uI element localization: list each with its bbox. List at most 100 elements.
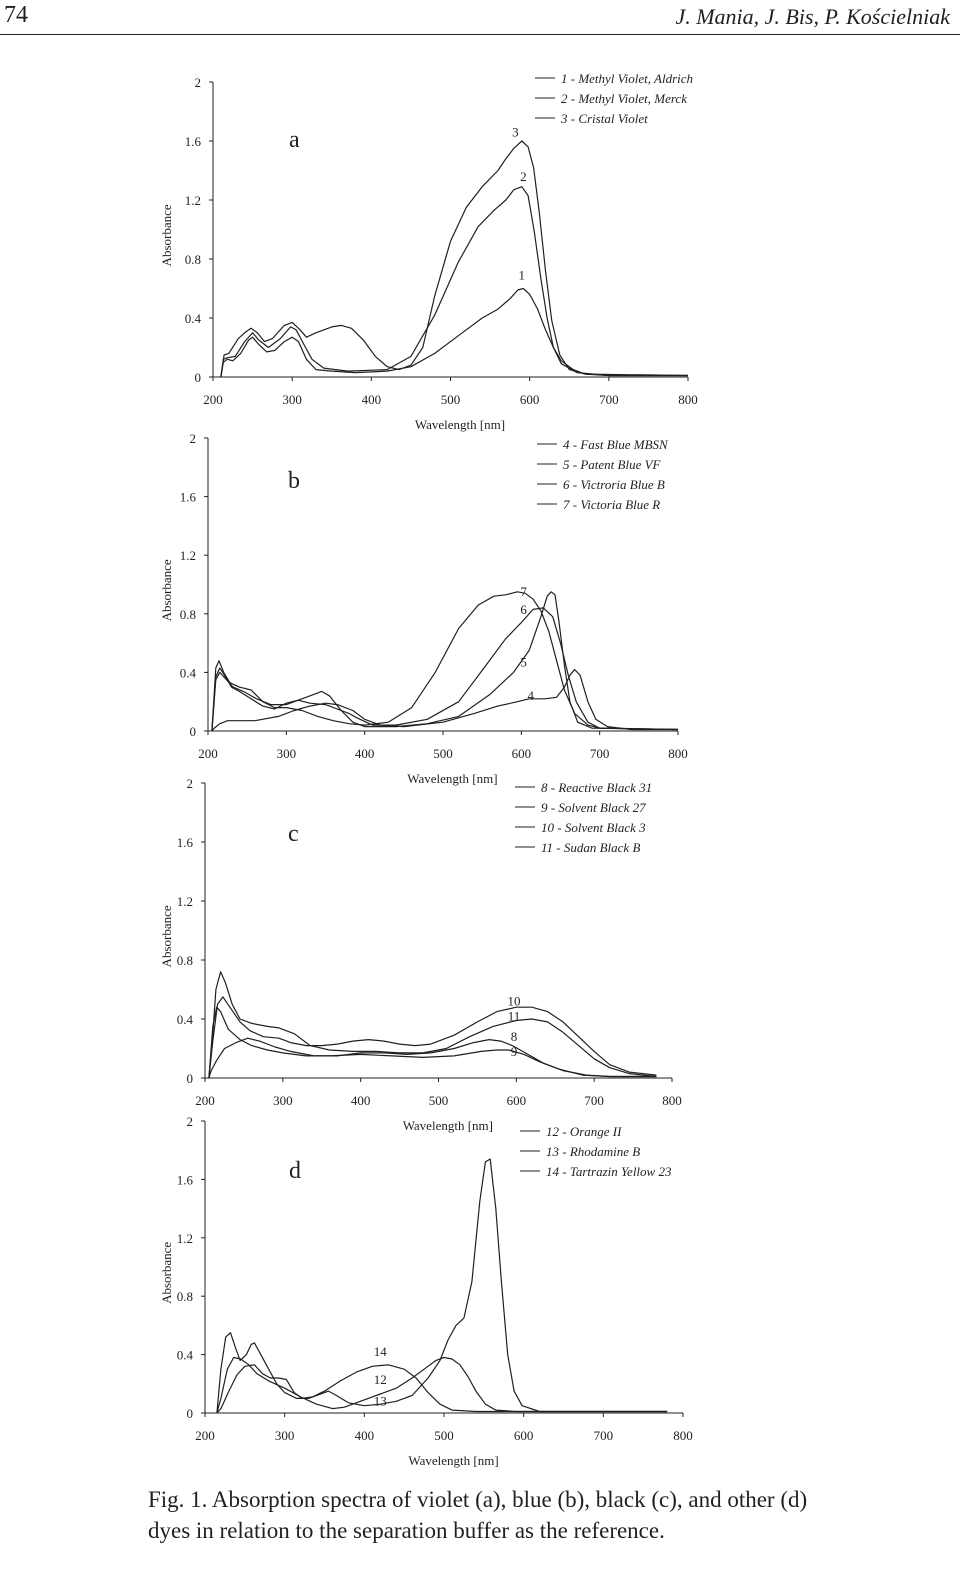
legend-entry: 13 - Rhodamine B <box>546 1144 640 1159</box>
y-axis-label: Absorbance <box>159 204 174 266</box>
series-line-6 <box>211 607 679 732</box>
series-label-4: 4 <box>527 688 534 703</box>
series-line-1 <box>220 287 688 378</box>
panel-letter: b <box>288 468 300 494</box>
y-tick-label: 0.4 <box>185 311 202 326</box>
series-label-11: 11 <box>508 1008 521 1023</box>
x-tick-label: 600 <box>512 746 532 761</box>
panel-letter: d <box>289 1158 301 1184</box>
x-tick-label: 700 <box>584 1093 604 1108</box>
x-tick-label: 600 <box>514 1428 534 1443</box>
series-label-5: 5 <box>520 655 527 670</box>
series-label-7: 7 <box>520 584 527 599</box>
x-tick-label: 800 <box>668 746 688 761</box>
y-tick-label: 0.8 <box>180 607 196 622</box>
legend-entry: 11 - Sudan Black B <box>541 840 640 855</box>
y-tick-label: 2 <box>190 431 197 446</box>
x-tick-label: 600 <box>520 392 540 407</box>
y-tick-label: 1.6 <box>180 490 197 505</box>
x-tick-label: 400 <box>351 1093 371 1108</box>
x-tick-label: 600 <box>507 1093 527 1108</box>
y-tick-label: 1.6 <box>177 1172 194 1187</box>
series-label-2: 2 <box>520 169 527 184</box>
y-axis-label: Absorbance <box>159 559 174 621</box>
panel-letter: c <box>288 821 299 847</box>
legend-entry: 3 - Cristal Violet <box>560 111 648 126</box>
legend-entry: 12 - Orange II <box>546 1124 622 1139</box>
series-label-6: 6 <box>520 602 527 617</box>
chart-panel-a: 0 0.4 0.8 1.2 1.6 2 200 300 400 500 600 700 800 Wavel… <box>159 71 698 432</box>
chart-panel-b: 0 0.4 0.8 1.2 1.6 2 200 300 400 500 600 700 800 Wavel… <box>159 431 688 786</box>
x-tick-label: 200 <box>195 1428 215 1443</box>
x-tick-label: 300 <box>282 392 302 407</box>
y-tick-label: 1.6 <box>185 134 202 149</box>
x-tick-label: 500 <box>429 1093 449 1108</box>
series-line-3 <box>220 140 689 378</box>
x-tick-label: 700 <box>590 746 610 761</box>
y-tick-label: 1.2 <box>180 548 196 563</box>
chart-panel-d: 0 0.4 0.8 1.2 1.6 2 200 300 400 500 600 700 800 Wavel… <box>159 1114 693 1468</box>
x-tick-label: 300 <box>277 746 297 761</box>
y-tick-label: 0.8 <box>185 252 201 267</box>
y-tick-label: 0 <box>187 1071 194 1086</box>
running-header-authors: J. Mania, J. Bis, P. Kościelniak <box>675 4 950 29</box>
x-tick-label: 800 <box>673 1428 693 1443</box>
y-tick-label: 2 <box>187 1114 194 1129</box>
series-line-7 <box>211 591 679 732</box>
legend-entry: 8 - Reactive Black 31 <box>541 780 652 795</box>
x-tick-label: 200 <box>198 746 218 761</box>
y-tick-label: 1.2 <box>177 894 193 909</box>
y-axis-label: Absorbance <box>159 1242 174 1304</box>
y-tick-label: 1.2 <box>185 193 201 208</box>
x-tick-label: 200 <box>195 1093 215 1108</box>
y-tick-label: 2 <box>195 75 202 90</box>
x-tick-label: 800 <box>662 1093 682 1108</box>
series-label-13: 13 <box>374 1394 387 1409</box>
x-tick-label: 400 <box>355 746 375 761</box>
x-axis-label: Wavelength [nm] <box>408 1453 498 1468</box>
x-tick-label: 700 <box>599 392 619 407</box>
legend-entry: 14 - Tartrazin Yellow 23 <box>546 1164 672 1179</box>
x-tick-label: 500 <box>433 746 453 761</box>
series-label-10: 10 <box>507 994 520 1009</box>
y-tick-label: 0.8 <box>177 953 193 968</box>
x-axis-label: Wavelength [nm] <box>403 1118 493 1133</box>
legend-entry: 2 - Methyl Violet, Merck <box>561 91 687 106</box>
series-line-14 <box>216 1364 668 1414</box>
series-label-14: 14 <box>374 1344 388 1359</box>
x-tick-label: 300 <box>273 1093 293 1108</box>
y-tick-label: 2 <box>187 776 194 791</box>
page-number: 74 <box>4 2 28 28</box>
series-line-8 <box>208 1037 657 1079</box>
x-tick-label: 500 <box>434 1428 454 1443</box>
y-tick-label: 1.2 <box>177 1231 193 1246</box>
series-label-1: 1 <box>519 268 526 283</box>
legend-entry: 4 - Fast Blue MBSN <box>563 437 669 452</box>
header-rule <box>0 34 960 35</box>
series-line-13 <box>216 1158 668 1414</box>
x-axis-label: Wavelength [nm] <box>407 771 497 786</box>
x-axis-label: Wavelength [nm] <box>415 417 505 432</box>
x-tick-label: 700 <box>594 1428 614 1443</box>
series-line-2 <box>220 186 688 378</box>
y-tick-label: 0 <box>190 724 197 739</box>
y-tick-label: 0.4 <box>180 665 197 680</box>
series-label-8: 8 <box>511 1029 518 1044</box>
panel-letter: a <box>289 127 300 153</box>
y-axis-label: Absorbance <box>159 905 174 967</box>
x-tick-label: 300 <box>275 1428 295 1443</box>
series-line-11 <box>208 971 657 1079</box>
y-tick-label: 0.4 <box>177 1012 194 1027</box>
series-line-10 <box>208 996 657 1079</box>
y-tick-label: 1.6 <box>177 835 194 850</box>
series-line-5 <box>211 591 679 732</box>
series-label-9: 9 <box>511 1044 518 1059</box>
figure-caption: Fig. 1. Absorption spectra of violet (a)… <box>148 1487 808 1543</box>
legend-entry: 5 - Patent Blue VF <box>563 457 662 472</box>
legend-entry: 7 - Victoria Blue R <box>563 497 660 512</box>
x-tick-label: 400 <box>355 1428 375 1443</box>
x-tick-label: 500 <box>441 392 461 407</box>
legend-entry: 10 - Solvent Black 3 <box>541 820 646 835</box>
y-tick-label: 0 <box>187 1406 194 1421</box>
